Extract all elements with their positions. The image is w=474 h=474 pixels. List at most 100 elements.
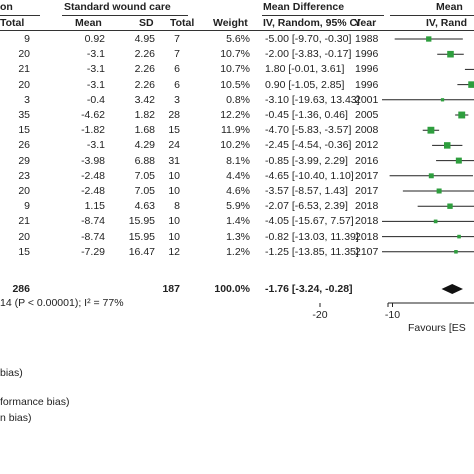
total-ci: -1.76 [-3.24, -0.28]	[265, 283, 353, 295]
cell-mean: -7.29	[81, 245, 105, 258]
cell-total: 35	[18, 109, 30, 121]
header-sd: SD	[139, 17, 154, 29]
header-weight: Weight	[213, 17, 248, 29]
cell-total: 20	[18, 230, 30, 243]
cell-year: 1988	[355, 33, 379, 45]
cell-total: 21	[18, 215, 30, 228]
cell-sd: 1.68	[134, 124, 155, 137]
effect-marker	[436, 188, 442, 194]
cell-total: 3	[24, 93, 30, 106]
header-rule-control	[62, 15, 188, 16]
cell-weight: 10.7%	[220, 48, 250, 61]
cell-total-control: 10	[168, 169, 180, 182]
cell-sd: 7.05	[134, 169, 155, 182]
header-rule-experimental	[0, 15, 40, 16]
cell-year: 2018	[355, 215, 379, 228]
cell-sd: 4.63	[134, 200, 155, 213]
cell-mean: 1.15	[84, 200, 105, 213]
total-control: 187	[162, 283, 180, 295]
total-experimental: 286	[12, 283, 30, 295]
cell-total-control: 31	[168, 154, 180, 167]
header-mean-difference: Mean Difference	[263, 1, 345, 13]
cell-total-control: 10	[168, 230, 180, 243]
header-total-control: Total	[170, 17, 195, 29]
x-tick-label: -20	[312, 309, 327, 321]
effect-marker	[454, 250, 458, 254]
cell-sd: 7.05	[134, 185, 155, 197]
effect-marker	[427, 126, 435, 134]
cell-weight: 10.5%	[220, 78, 250, 91]
header-plot-sub: IV, Rand	[426, 17, 468, 29]
cell-mean: -3.1	[86, 48, 105, 61]
cell-total-control: 12	[168, 245, 180, 258]
cell-sd: 15.95	[128, 215, 155, 228]
cell-mean: -2.48	[81, 185, 105, 197]
cell-sd: 4.29	[134, 139, 155, 152]
x-tick-label: -10	[385, 309, 400, 321]
effect-marker	[433, 219, 438, 224]
cell-year: 2016	[355, 154, 379, 167]
header-ci: IV, Random, 95% CI	[263, 17, 361, 29]
cell-mean: -3.1	[86, 63, 105, 76]
cell-ci: -0.85 [-3.99, 2.29]	[265, 154, 348, 167]
cell-mean: -0.4	[86, 93, 105, 106]
cell-weight: 10.7%	[220, 63, 250, 76]
header-rule-md	[262, 15, 384, 16]
cell-total: 9	[24, 33, 30, 45]
cell-ci: -3.10 [-19.63, 13.43]	[265, 93, 360, 106]
cell-total: 21	[18, 63, 30, 76]
cell-sd: 15.95	[128, 230, 155, 243]
effect-marker	[440, 98, 445, 102]
footnote-2: formance bias)	[0, 396, 70, 408]
cell-total: 23	[18, 169, 30, 182]
cell-weight: 5.6%	[226, 33, 250, 45]
cell-ci: -2.07 [-6.53, 2.39]	[265, 200, 348, 213]
cell-year: 2018	[355, 230, 379, 243]
cell-year: 2017	[355, 169, 379, 182]
cell-sd: 6.88	[134, 154, 155, 167]
cell-sd: 1.82	[134, 109, 155, 121]
cell-total-control: 15	[168, 124, 180, 137]
cell-mean: -3.98	[81, 154, 105, 167]
cell-mean: -3.1	[86, 78, 105, 91]
header-rule-plot	[390, 15, 474, 16]
cell-ci: -4.05 [-15.67, 7.57]	[265, 215, 354, 228]
cell-ci: -4.70 [-5.83, -3.57]	[265, 124, 352, 137]
cell-year: 2008	[355, 124, 379, 137]
cell-year: 1996	[355, 48, 379, 61]
cell-weight: 8.1%	[226, 154, 250, 167]
cell-total-control: 6	[174, 78, 180, 91]
cell-weight: 1.4%	[226, 215, 250, 228]
footnote-1: bias)	[0, 367, 23, 379]
cell-weight: 4.4%	[226, 169, 250, 182]
cell-sd: 3.42	[134, 93, 155, 106]
effect-marker	[455, 157, 462, 164]
cell-sd: 2.26	[134, 63, 155, 76]
effect-marker	[444, 142, 451, 149]
footnote-3: n bias)	[0, 412, 32, 424]
cell-year: 2018	[355, 200, 379, 213]
cell-ci: -0.82 [-13.03, 11.39]	[265, 230, 359, 243]
total-weight: 100.0%	[214, 283, 250, 295]
cell-mean: -4.62	[81, 109, 105, 121]
effect-marker	[447, 203, 453, 209]
cell-ci: -0.45 [-1.36, 0.46]	[265, 109, 348, 121]
effect-marker	[457, 234, 461, 239]
cell-total: 26	[18, 139, 30, 152]
cell-year: 2005	[355, 109, 379, 121]
cell-year: 2012	[355, 139, 379, 152]
cell-mean: 0.92	[84, 33, 105, 45]
header-plot-mean: Mean	[436, 1, 463, 13]
cell-total: 20	[18, 48, 30, 61]
cell-weight: 1.3%	[226, 230, 250, 243]
cell-year: 2017	[355, 185, 379, 197]
cell-sd: 2.26	[134, 48, 155, 61]
cell-total: 20	[18, 78, 30, 91]
cell-year: 2001	[355, 93, 379, 106]
header-bottom-rule	[0, 30, 474, 31]
cell-weight: 1.2%	[226, 245, 250, 258]
cell-total-control: 6	[174, 63, 180, 76]
cell-weight: 12.2%	[220, 109, 250, 121]
cell-year: 1996	[355, 78, 379, 91]
cell-total-control: 7	[174, 33, 180, 45]
